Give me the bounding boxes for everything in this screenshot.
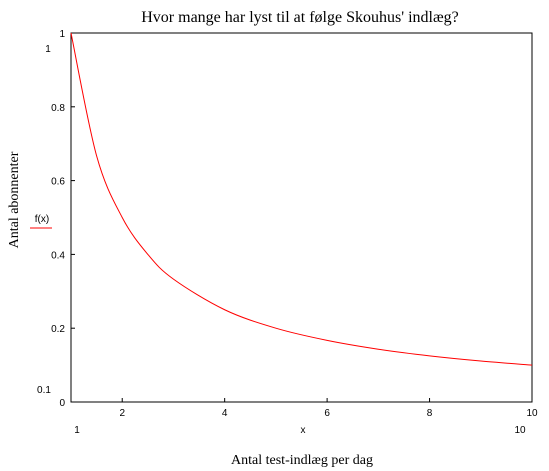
y-range-max-label: 1	[45, 44, 51, 55]
series-line-f-x	[70, 32, 533, 366]
x-range-max-label: 10	[514, 425, 526, 436]
legend: f(x)	[30, 214, 52, 229]
x-variable-label: x	[301, 425, 306, 436]
x-axis-title: Antal test-indlæg per dag	[231, 453, 373, 468]
x-tick-label: 10	[526, 408, 538, 419]
y-tick-label: 1	[59, 29, 65, 40]
y-tick-label: 0.4	[51, 250, 65, 261]
x-tick-label: 4	[222, 408, 228, 419]
x-tick-label: 6	[324, 408, 330, 419]
x-tick-label: 8	[427, 408, 433, 419]
plot-area-frame	[70, 32, 533, 403]
y-tick-label: 0	[59, 398, 65, 409]
chart-title: Hvor mange har lyst til at følge Skouhus…	[141, 9, 459, 26]
x-range-min-label: 1	[74, 425, 80, 436]
y-tick-label: 0.6	[51, 177, 65, 188]
y-tick-label: 0.2	[51, 324, 65, 335]
y-axis-title: Antal abonnenter	[7, 151, 22, 248]
y-range-min-label: 0.1	[37, 385, 51, 396]
x-tick-label: 2	[119, 408, 125, 419]
y-tick-label: 0.8	[51, 103, 65, 114]
legend-label: f(x)	[35, 214, 49, 225]
